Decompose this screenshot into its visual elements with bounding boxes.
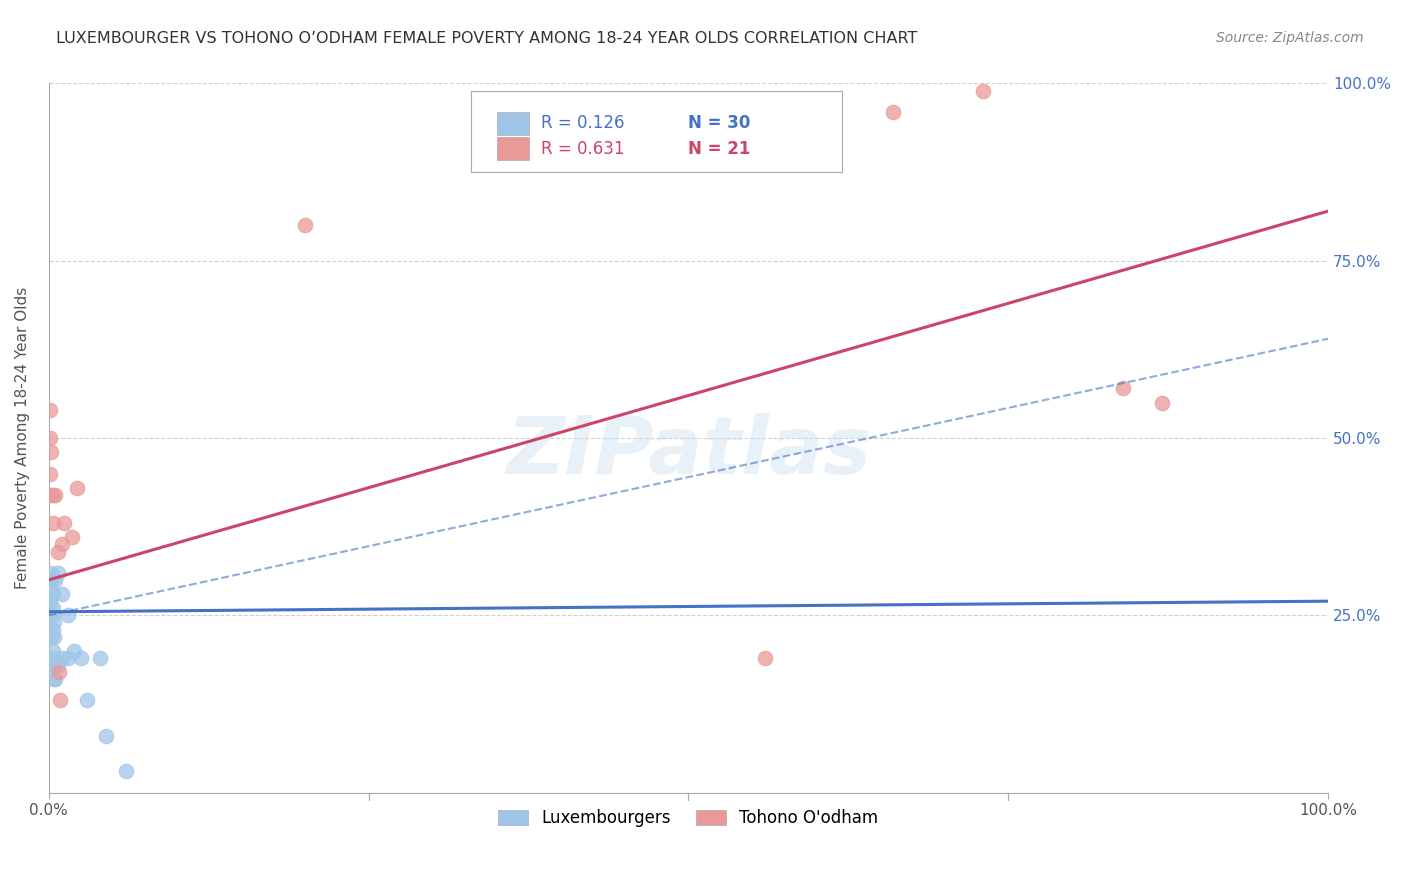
Point [51,537,73,551]
Point [39,580,62,594]
Point [44,573,66,587]
Point [96,729,118,743]
Text: ZIPatlas: ZIPatlas [506,413,870,491]
Point [39,630,62,644]
Y-axis label: Female Poverty Among 18-24 Year Olds: Female Poverty Among 18-24 Year Olds [15,287,30,590]
Point [41,587,63,601]
Point [56,608,79,623]
Point [39,594,62,608]
Point [46,544,69,558]
Point [48,665,70,679]
Bar [496,137,529,160]
Point [41,623,63,637]
Point [1150,395,1173,409]
Point [46,658,69,673]
Point [972,83,994,97]
Text: Source: ZipAtlas.com: Source: ZipAtlas.com [1216,31,1364,45]
Point [51,651,73,665]
Point [39,467,62,481]
Legend: Luxembourgers, Tohono O'odham: Luxembourgers, Tohono O'odham [492,803,886,834]
Text: N = 21: N = 21 [689,140,751,158]
Point [51,587,73,601]
Point [41,516,63,530]
Point [53,516,76,530]
Point [39,573,62,587]
Point [114,764,136,779]
Point [41,488,63,502]
Point [44,658,66,673]
Point [42,630,65,644]
Point [754,651,776,665]
Point [1112,381,1135,395]
Point [89,651,111,665]
Text: R = 0.631: R = 0.631 [541,140,624,158]
Point [42,672,65,686]
Point [39,431,62,445]
Point [39,402,62,417]
Point [63,644,86,658]
FancyBboxPatch shape [471,90,842,172]
Point [76,693,98,707]
Point [46,566,69,580]
Point [39,445,62,459]
Point [41,644,63,658]
Text: R = 0.126: R = 0.126 [541,114,624,132]
Point [41,601,63,615]
Point [44,488,66,502]
Point [44,672,66,686]
Point [294,219,316,233]
Point [60,530,83,544]
Point [56,651,79,665]
Point [882,104,904,119]
Point [66,481,89,495]
Point [42,658,65,673]
Text: N = 30: N = 30 [689,114,751,132]
Point [49,693,72,707]
Bar [496,112,529,135]
Point [42,615,65,630]
Point [39,566,62,580]
Point [41,608,63,623]
Point [42,651,65,665]
Text: LUXEMBOURGER VS TOHONO O’ODHAM FEMALE POVERTY AMONG 18-24 YEAR OLDS CORRELATION : LUXEMBOURGER VS TOHONO O’ODHAM FEMALE PO… [56,31,918,46]
Point [39,488,62,502]
Point [69,651,91,665]
